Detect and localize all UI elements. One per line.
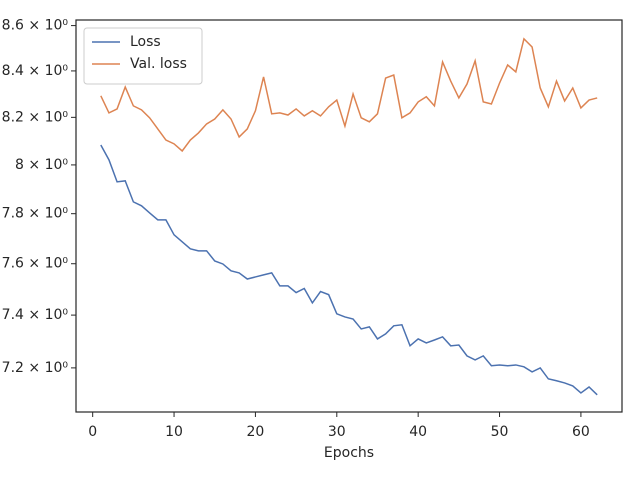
x-tick-label: 60 [572,424,590,440]
y-tick-label: 8.6 × 10⁰ [2,18,69,34]
x-tick-label: 40 [409,424,427,440]
x-tick-label: 20 [247,424,265,440]
x-axis-label: Epochs [324,445,374,461]
series-line [100,37,598,153]
y-tick-label: 7.4 × 10⁰ [2,307,69,323]
y-tick-label: 8.2 × 10⁰ [2,109,69,125]
x-tick-label: 30 [328,424,346,440]
legend-label: Val. loss [130,56,187,72]
x-tick-label: 10 [165,424,183,440]
y-tick-label: 7.8 × 10⁰ [2,206,69,222]
series-line [100,144,598,396]
y-tick-label: 8 × 10⁰ [15,157,68,173]
legend-label: Loss [130,34,161,50]
y-tick-label: 7.2 × 10⁰ [2,360,69,376]
y-tick-label: 8.4 × 10⁰ [2,63,69,79]
plot-frame [75,19,623,413]
y-tick-label: 7.6 × 10⁰ [2,256,69,272]
x-tick-label: 0 [88,424,97,440]
x-tick-label: 50 [491,424,509,440]
